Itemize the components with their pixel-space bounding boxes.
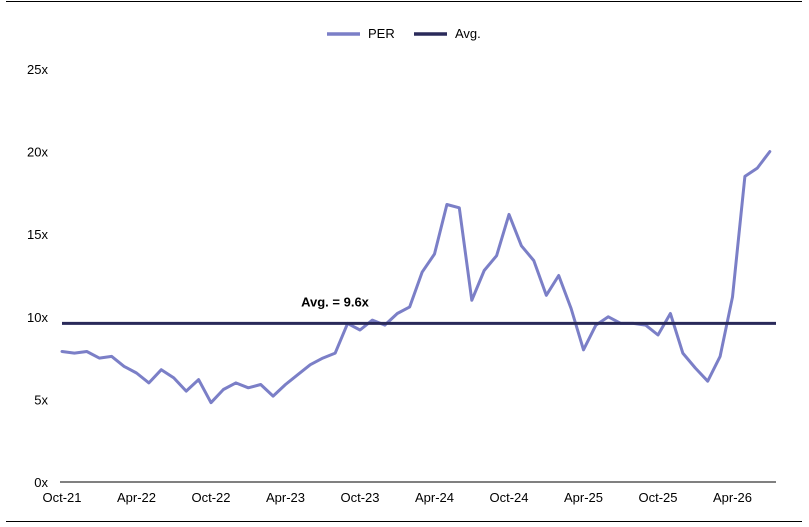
y-tick-label: 0x bbox=[34, 475, 48, 490]
per-series-line bbox=[60, 150, 772, 405]
x-tick-label: Apr-22 bbox=[117, 490, 156, 505]
x-tick-label: Oct-23 bbox=[340, 490, 379, 505]
top-border bbox=[6, 1, 802, 2]
y-tick-label: 25x bbox=[27, 62, 48, 77]
x-tick-label: Oct-21 bbox=[42, 490, 81, 505]
y-tick-label: 15x bbox=[27, 227, 48, 242]
y-tick-label: 5x bbox=[34, 392, 48, 407]
y-axis: 0x 5x 10x 15x 20x 25x bbox=[27, 62, 48, 490]
x-tick-label: Apr-23 bbox=[266, 490, 305, 505]
x-tick-label: Apr-25 bbox=[564, 490, 603, 505]
x-tick-label: Apr-24 bbox=[415, 490, 454, 505]
x-tick-label: Apr-26 bbox=[713, 490, 752, 505]
legend: PER Avg. bbox=[327, 26, 481, 41]
legend-per-label: PER bbox=[368, 26, 395, 41]
y-tick-label: 10x bbox=[27, 310, 48, 325]
x-axis: Oct-21 Apr-22 Oct-22 Apr-23 Oct-23 Apr-2… bbox=[42, 490, 752, 505]
legend-avg-label: Avg. bbox=[455, 26, 481, 41]
x-tick-label: Oct-24 bbox=[489, 490, 528, 505]
x-tick-label: Oct-25 bbox=[638, 490, 677, 505]
x-tick-label: Oct-22 bbox=[191, 490, 230, 505]
bottom-border bbox=[6, 521, 802, 522]
y-tick-label: 20x bbox=[27, 145, 48, 160]
avg-annotation: Avg. = 9.6x bbox=[301, 294, 370, 309]
